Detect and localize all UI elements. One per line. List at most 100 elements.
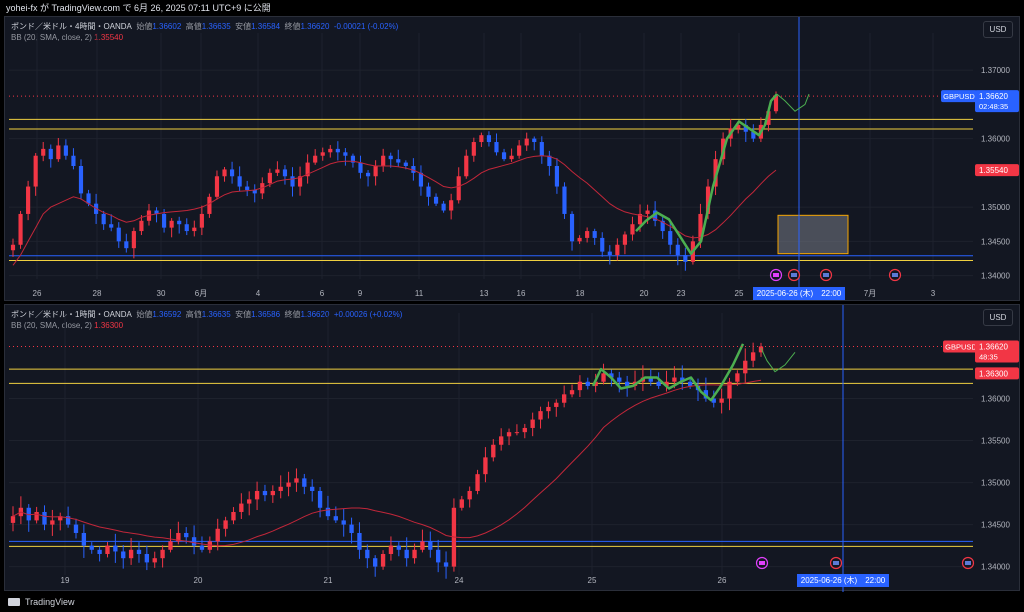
- candle-body: [426, 186, 431, 197]
- bb-tag-bg: [975, 164, 1019, 177]
- open-value: 1.36592: [152, 310, 182, 319]
- candle-body: [494, 142, 499, 153]
- candle-body: [97, 549, 102, 554]
- candle-body: [577, 237, 582, 242]
- candle-body: [262, 490, 268, 496]
- candle-body: [569, 390, 575, 395]
- lightning-glyph-icon: [759, 561, 765, 565]
- candle-body: [247, 499, 252, 504]
- candle-body: [539, 142, 544, 156]
- close-value: 1.36620: [300, 310, 330, 319]
- candle-body: [615, 244, 620, 256]
- candle-body: [81, 532, 87, 546]
- candle-body: [116, 227, 121, 242]
- crosshair-time-label: 2025-06-26 (木) 22:00: [801, 575, 886, 585]
- candle-body: [294, 478, 299, 483]
- open-value: 1.36602: [152, 22, 182, 31]
- candle-body: [668, 231, 673, 245]
- candle-body: [18, 213, 23, 245]
- candle-body: [680, 377, 685, 382]
- candle-body: [162, 213, 167, 228]
- flag-glyph-icon: [823, 273, 829, 277]
- indicator-value: 1.36300: [94, 321, 124, 330]
- y-tick-label: 1.34500: [981, 521, 1010, 530]
- candle-body: [215, 528, 220, 542]
- candle-body: [404, 549, 409, 559]
- chart-canvas-4h[interactable]: 1.37000 1.36000 1.35000 1.34500 1.34000 26 28 3…: [5, 17, 1021, 302]
- candle-body: [71, 155, 76, 166]
- high-label: 高値: [185, 22, 202, 31]
- candle-body: [743, 360, 748, 374]
- price-tag: 1.36620: [979, 92, 1008, 101]
- countdown-tag: 48:35: [979, 352, 998, 361]
- candle-body: [305, 162, 310, 177]
- candle-body: [63, 145, 68, 156]
- footer-bar: TradingView: [0, 592, 1024, 612]
- bollinger-mid-line: [12, 155, 777, 266]
- indicator-label[interactable]: BB (20, SMA, close, 2): [11, 321, 92, 330]
- candle-body: [412, 549, 417, 559]
- candle-body: [396, 159, 401, 163]
- x-tick-label: 6: [320, 289, 325, 298]
- candle-body: [349, 524, 354, 533]
- candle-body: [428, 541, 433, 550]
- open-label: 始値: [136, 22, 153, 31]
- indicator-label[interactable]: BB (20, SMA, close, 2): [11, 33, 92, 42]
- candle-body: [33, 155, 38, 187]
- candle-body: [467, 490, 472, 500]
- candle-body: [302, 478, 307, 487]
- target-zone-box: [777, 214, 849, 255]
- candle-body: [420, 541, 425, 550]
- candle-body: [357, 532, 362, 550]
- candle-body: [601, 373, 606, 382]
- price-tag-bg: [975, 90, 1019, 113]
- candle-body: [569, 213, 575, 242]
- candle-body: [199, 213, 204, 228]
- candle-body: [672, 377, 677, 382]
- symbol-title: ポンド／米ドル・4時間・OANDA: [11, 22, 132, 31]
- change-value: +0.00026 (+0.02%): [333, 310, 403, 319]
- candle-body: [42, 511, 47, 525]
- flag-glyph-icon: [833, 561, 839, 565]
- high-value: 1.36635: [201, 310, 231, 319]
- x-tick-label: 26: [33, 289, 42, 298]
- candle-body: [169, 220, 174, 228]
- candle-body: [645, 210, 650, 214]
- y-tick-label: 1.35500: [981, 437, 1010, 446]
- candle-body: [56, 145, 61, 160]
- candle-body: [89, 545, 94, 550]
- candle-body: [751, 131, 756, 139]
- candle-body: [230, 169, 235, 177]
- candle-body: [735, 373, 740, 382]
- candle-body: [26, 507, 31, 521]
- candle-body: [365, 172, 371, 177]
- candle-body: [648, 377, 653, 382]
- currency-button[interactable]: USD: [983, 309, 1013, 326]
- candle-body: [456, 176, 461, 201]
- candle-body: [313, 155, 318, 163]
- wave-drawing: [635, 93, 778, 255]
- chart-panel-1h[interactable]: ポンド／米ドル・1時間・OANDA 始値1.36592 高値1.36635 安値…: [4, 304, 1021, 592]
- candle-body: [152, 558, 157, 563]
- x-tick-label: 28: [93, 289, 102, 298]
- candle-body: [365, 549, 370, 559]
- projection-drawing: [776, 93, 810, 112]
- candle-body: [501, 152, 507, 160]
- symbol-title: ポンド／米ドル・1時間・OANDA: [11, 310, 132, 319]
- currency-button[interactable]: USD: [983, 21, 1013, 38]
- candle-body: [373, 166, 378, 177]
- x-tick-label: 4: [256, 289, 261, 298]
- x-tick-label: 3: [931, 289, 936, 298]
- symbol-tag: GBPUSD: [943, 92, 975, 101]
- candle-body: [736, 124, 741, 129]
- candle-body: [328, 148, 333, 153]
- candle-body: [333, 516, 338, 521]
- chart-panel-4h[interactable]: ポンド／米ドル・4時間・OANDA 始値1.36602 高値1.36635 安値…: [4, 16, 1020, 301]
- candle-body: [267, 172, 272, 184]
- candle-body: [459, 499, 464, 508]
- candle-body: [34, 511, 39, 521]
- crosshair-time-bg: [753, 287, 845, 300]
- candle-body: [113, 545, 118, 552]
- candle-body: [592, 231, 597, 238]
